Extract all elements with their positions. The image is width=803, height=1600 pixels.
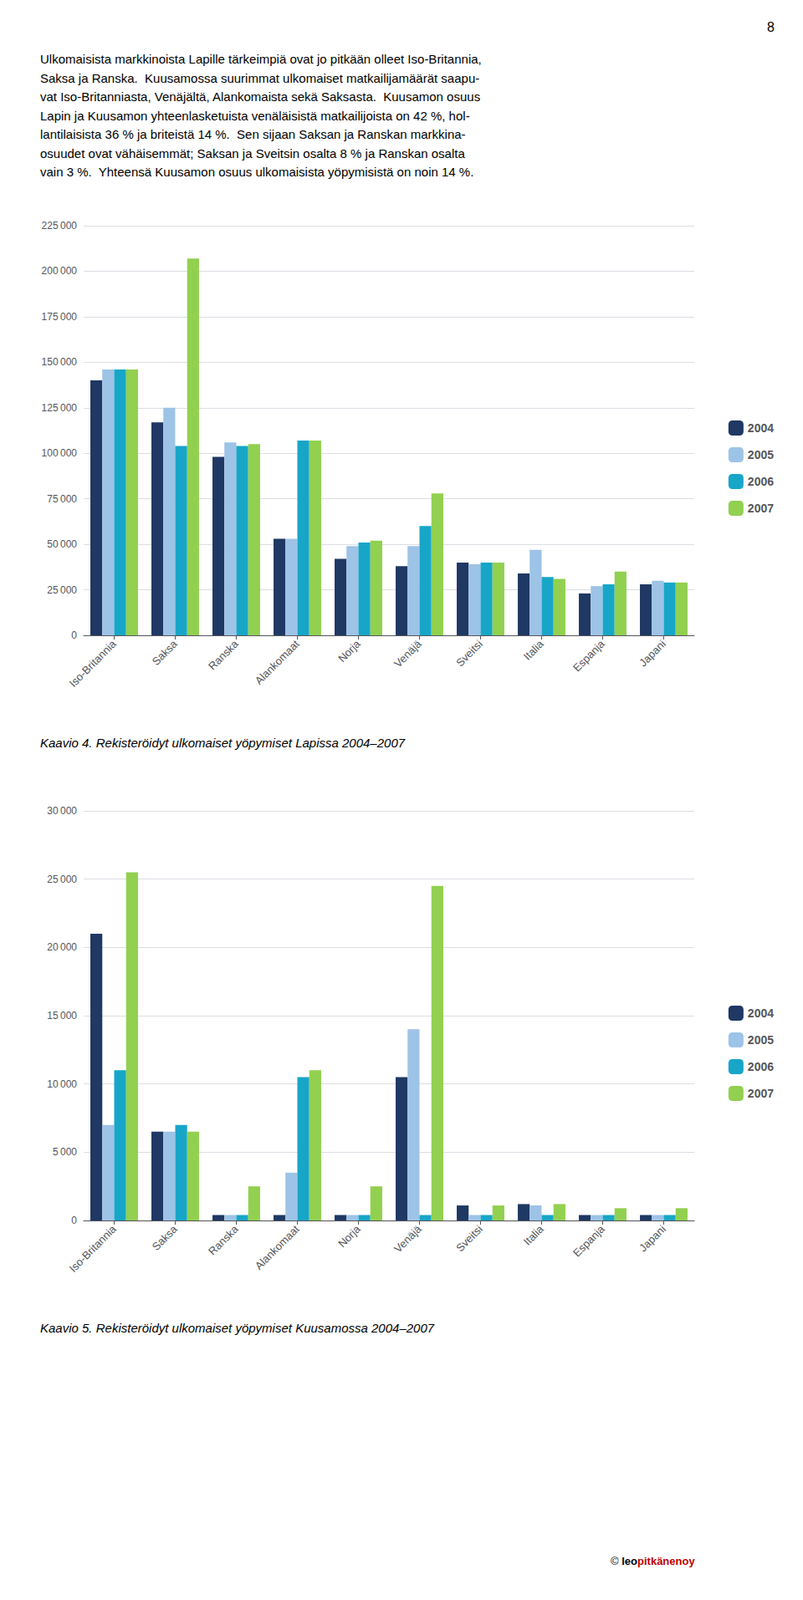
svg-text:2005: 2005 — [747, 1033, 774, 1048]
html-text:lantilaisista 36 % ja briteist: lantilaisista 36 % ja briteistä 14 %. Se… — [40, 127, 466, 142]
svg-text:2007: 2007 — [747, 501, 774, 516]
svg-text:Ranska: Ranska — [205, 637, 241, 673]
svg-text:2006: 2006 — [747, 475, 774, 489]
svg-text:25 000: 25 000 — [46, 874, 77, 886]
html-text:osuudet ovat vähäisemmät; Saks: osuudet ovat vähäisemmät; Saksan ja Svei… — [40, 145, 465, 161]
svg-text:Sveitsi: Sveitsi — [453, 1223, 486, 1256]
svg-text:Italia: Italia — [521, 637, 548, 664]
svg-text:0: 0 — [71, 629, 77, 642]
svg-text:50 000: 50 000 — [46, 538, 77, 551]
svg-text:2006: 2006 — [747, 1060, 774, 1075]
html-text:vain 3 %. Yhteensä Kuusamon os: vain 3 %. Yhteensä Kuusamon osuus ulkoma… — [40, 164, 474, 180]
svg-text:Venäjä: Venäjä — [391, 637, 425, 671]
svg-text:2004: 2004 — [747, 421, 774, 435]
svg-text:2007: 2007 — [747, 1087, 774, 1101]
svg-text:0: 0 — [71, 1215, 77, 1228]
svg-text:125 000: 125 000 — [41, 402, 78, 415]
svg-text:2004: 2004 — [747, 1007, 774, 1021]
svg-text:Iso-Britannia: Iso-Britannia — [66, 637, 120, 691]
svg-text:Italia: Italia — [521, 1222, 548, 1249]
html-text:Saksa ja Ranska. Kuusamossa su: Saksa ja Ranska. Kuusamossa suurimmat ul… — [40, 70, 480, 85]
svg-text:10 000: 10 000 — [46, 1079, 77, 1091]
svg-text:Japani: Japani — [636, 638, 669, 671]
svg-text:Iso-Britannia: Iso-Britannia — [66, 1222, 120, 1276]
svg-text:Saksa: Saksa — [149, 1222, 181, 1254]
html-text:vat Iso-Britanniasta, Venäjält: vat Iso-Britanniasta, Venäjältä, Alankom… — [40, 89, 481, 104]
svg-text:175 000: 175 000 — [41, 311, 78, 323]
html-text:Kaavio 4. Rekisteröidyt ulkoma: Kaavio 4. Rekisteröidyt ulkomaiset yöpym… — [40, 736, 405, 751]
svg-text:Ranska: Ranska — [205, 1222, 241, 1259]
svg-text:Alankomaat: Alankomaat — [252, 637, 302, 687]
html-text:8: 8 — [767, 20, 775, 35]
svg-text:Alankomaat: Alankomaat — [252, 1222, 302, 1273]
svg-text:Venäjä: Venäjä — [391, 1222, 425, 1256]
svg-text:Saksa: Saksa — [149, 637, 181, 669]
svg-text:75 000: 75 000 — [46, 493, 77, 506]
svg-text:Norja: Norja — [335, 1222, 364, 1251]
svg-text:30 000: 30 000 — [46, 805, 77, 818]
html-text:© leo pitkänenoy: © leo pitkänenoy — [610, 1555, 695, 1569]
html-text:Kaavio 5. Rekisteröidyt ulkoma: Kaavio 5. Rekisteröidyt ulkomaiset yöpym… — [40, 1321, 435, 1336]
svg-text:200 000: 200 000 — [41, 265, 78, 277]
svg-text:Norja: Norja — [335, 637, 364, 665]
svg-text:Espanja: Espanja — [570, 1222, 608, 1260]
svg-text:Espanja: Espanja — [570, 637, 608, 675]
svg-text:25 000: 25 000 — [46, 584, 77, 597]
svg-text:100 000: 100 000 — [41, 447, 78, 460]
html-text:Ulkomaisista markkinoista Lapi: Ulkomaisista markkinoista Lapille tärkei… — [40, 51, 482, 67]
html-text:Lapin ja Kuusamon yhteenlasket: Lapin ja Kuusamon yhteenlasketuista venä… — [40, 108, 470, 123]
svg-text:2005: 2005 — [747, 448, 774, 462]
svg-text:15 000: 15 000 — [46, 1010, 77, 1023]
svg-text:150 000: 150 000 — [41, 356, 78, 369]
svg-text:Japani: Japani — [636, 1223, 669, 1256]
svg-text:225 000: 225 000 — [41, 219, 78, 232]
svg-text:Sveitsi: Sveitsi — [453, 638, 486, 671]
svg-text:5 000: 5 000 — [52, 1146, 77, 1159]
svg-text:20 000: 20 000 — [46, 941, 77, 954]
